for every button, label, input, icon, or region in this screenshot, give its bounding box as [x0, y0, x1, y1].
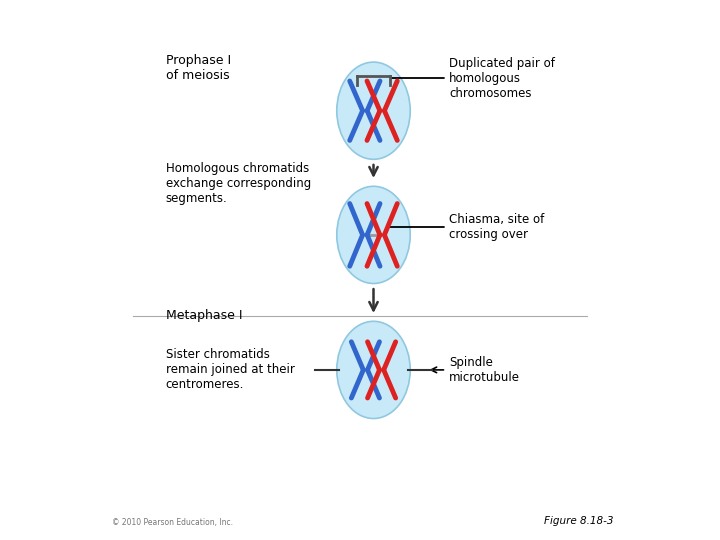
Text: Chiasma, site of
crossing over: Chiasma, site of crossing over: [387, 213, 544, 241]
Text: Spindle
microtubule: Spindle microtubule: [431, 356, 520, 384]
Ellipse shape: [337, 186, 410, 284]
Text: Sister chromatids
remain joined at their
centromeres.: Sister chromatids remain joined at their…: [166, 348, 294, 392]
Text: Duplicated pair of
homologous
chromosomes: Duplicated pair of homologous chromosome…: [391, 57, 555, 100]
Text: Homologous chromatids
exchange corresponding
segments.: Homologous chromatids exchange correspon…: [166, 162, 311, 205]
Text: Metaphase I: Metaphase I: [166, 309, 242, 322]
Text: Figure 8.18-3: Figure 8.18-3: [544, 516, 613, 526]
Ellipse shape: [337, 62, 410, 159]
Ellipse shape: [337, 321, 410, 419]
Text: Prophase I
of meiosis: Prophase I of meiosis: [166, 54, 230, 82]
Text: © 2010 Pearson Education, Inc.: © 2010 Pearson Education, Inc.: [112, 517, 233, 526]
